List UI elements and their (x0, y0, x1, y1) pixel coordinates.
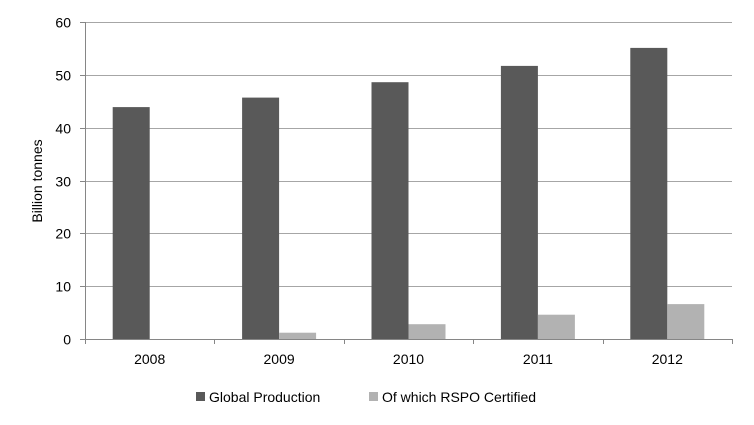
y-tick-label: 10 (55, 279, 71, 295)
y-tick-label: 20 (55, 226, 71, 242)
x-tick-label: 2011 (523, 351, 553, 367)
y-tick-label: 0 (63, 332, 71, 348)
y-axis-title: Billion tonnes (29, 139, 45, 222)
bars (112, 47, 705, 340)
bar-global-production (242, 97, 280, 339)
bar-global-production (630, 47, 668, 340)
bar-global-production (500, 65, 538, 340)
axes (80, 22, 733, 344)
bar-global-production (371, 82, 409, 339)
y-tick-labels: 0 10 20 30 40 50 60 (55, 15, 71, 348)
legend-label: Global Production (209, 389, 320, 405)
bar-global-production (112, 107, 150, 339)
x-tick-label: 2009 (264, 351, 295, 367)
x-tick-label: 2008 (134, 351, 165, 367)
legend-swatch (196, 392, 205, 401)
legend-label: Of which RSPO Certified (382, 389, 536, 405)
x-tick-label: 2012 (652, 351, 683, 367)
y-tick-label: 50 (55, 68, 71, 84)
bar-rspo-certified (408, 324, 446, 339)
x-tick-label: 2010 (393, 351, 424, 367)
y-tick-label: 60 (55, 15, 71, 31)
bar-rspo-certified (279, 332, 317, 339)
x-tick-labels: 2008 2009 2010 2011 2012 (134, 351, 683, 367)
legend: Global Production Of which RSPO Certified (196, 389, 536, 405)
bar-rspo-certified (537, 314, 575, 339)
legend-swatch (369, 392, 378, 401)
y-tick-label: 30 (55, 174, 71, 190)
bar-rspo-certified (667, 304, 705, 339)
y-tick-label: 40 (55, 121, 71, 137)
